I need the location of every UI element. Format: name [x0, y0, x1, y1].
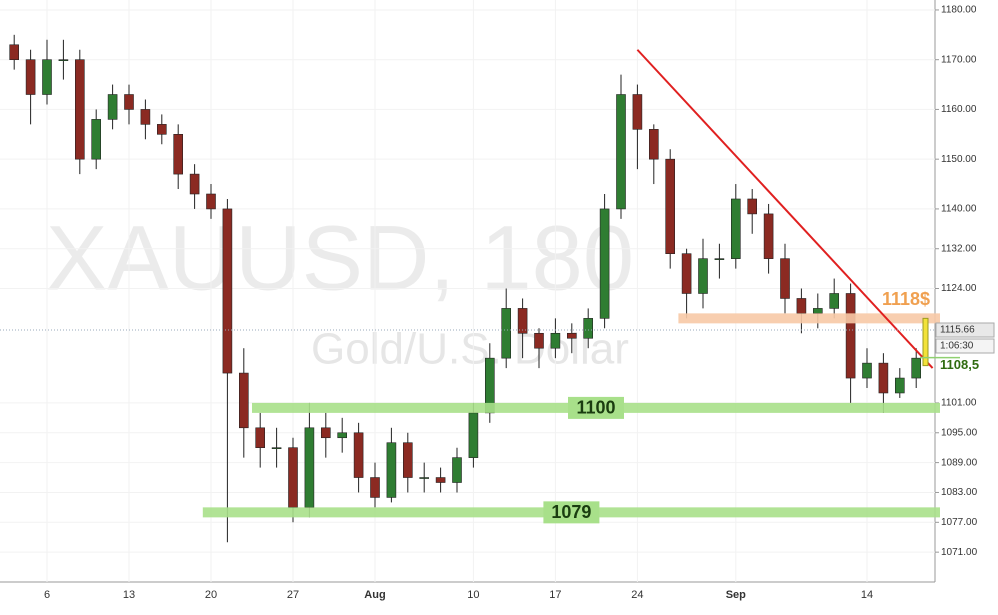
x-tick-label: 13 [123, 589, 135, 601]
candle-body [829, 293, 840, 309]
y-tick-label: 1170.00 [941, 54, 977, 65]
candle-body [878, 362, 889, 394]
y-tick-label: 1124.00 [941, 283, 977, 294]
zone-label-bg [568, 396, 624, 419]
countdown-label: 1:06:30 [940, 341, 974, 352]
candle-body [271, 447, 282, 449]
candle-body [386, 442, 397, 498]
watermark: XAUUSD, 180 [46, 207, 634, 309]
candle-body [9, 44, 19, 60]
y-tick-label: 1132.00 [941, 243, 977, 254]
candle-body [812, 308, 823, 314]
candle-body [91, 119, 101, 160]
candle-body [189, 173, 200, 195]
x-tick-label: 20 [205, 589, 217, 601]
candle-body [304, 427, 315, 508]
y-tick-label: 1095.00 [941, 427, 978, 438]
candle-body [468, 412, 479, 458]
candle-body [255, 427, 265, 448]
candle-body [599, 208, 610, 319]
candle-body [648, 129, 659, 160]
candle-body [435, 477, 446, 483]
candle-body [501, 308, 512, 359]
candle-body [730, 198, 741, 259]
candle-body [140, 109, 151, 125]
candle-body [632, 94, 643, 130]
countdown-bg [935, 338, 995, 354]
y-tick-label: 1180.00 [941, 5, 977, 16]
candle-body [845, 293, 856, 379]
candle-body [534, 332, 544, 349]
candle-body [419, 477, 430, 479]
zone-label: 1100 [576, 398, 615, 418]
candle-body [402, 442, 413, 478]
y-tick-label: 1071.00 [941, 547, 978, 558]
last-price-bg [935, 322, 995, 338]
candle-body [911, 357, 922, 379]
x-tick-label: Sep [726, 589, 746, 601]
zone-label: 1079 [551, 502, 591, 522]
zone [678, 313, 940, 324]
x-tick-label: 14 [861, 589, 873, 601]
candle-body [698, 258, 708, 294]
trendline [636, 49, 934, 369]
candle-body [288, 447, 298, 508]
last-price-label: 1115.66 [940, 325, 975, 336]
candle-body [353, 432, 364, 478]
candle-body [550, 332, 561, 349]
candle-body [370, 477, 380, 498]
candle-body [681, 253, 692, 294]
y-tick-label: 1083.00 [941, 487, 978, 498]
candle-body [173, 134, 183, 175]
zone-label: 1118$ [882, 289, 930, 309]
y-tick-label: 1101.00 [941, 398, 977, 409]
candle-body [566, 332, 577, 339]
x-tick-label: Aug [364, 589, 385, 601]
candle-body [75, 59, 85, 160]
candle-body [337, 432, 348, 439]
x-tick-label: 6 [44, 589, 50, 601]
y-tick-label: 1160.00 [941, 104, 977, 115]
candle-body [124, 94, 134, 110]
candle-body [157, 124, 167, 135]
candle-body [862, 362, 872, 379]
candle-body [222, 208, 233, 374]
x-tick-label: 10 [467, 589, 479, 601]
candle-body [763, 213, 774, 259]
candle-body [583, 318, 594, 339]
candle-body [107, 94, 118, 120]
candle-body [714, 258, 725, 260]
x-tick-label: 24 [631, 589, 643, 601]
x-tick-label: 27 [287, 589, 299, 601]
candle-body [58, 59, 69, 61]
x-tick-label: 17 [549, 589, 561, 601]
y-tick-label: 1150.00 [941, 154, 977, 165]
candle-body [517, 308, 528, 334]
candle-body [747, 198, 758, 215]
candle-body [452, 457, 462, 483]
candle-body [796, 298, 807, 314]
candle-body [239, 372, 249, 429]
candle-body [616, 94, 626, 210]
marker-bar [922, 317, 929, 367]
marker-label: 1108,5 [940, 357, 979, 372]
zone-label-bg [543, 501, 600, 524]
watermark-subtitle: Gold/U.S. Dollar [311, 325, 629, 374]
candle-body [780, 258, 790, 299]
candle-body [665, 158, 676, 254]
candle-body [42, 59, 52, 95]
candle-body [894, 377, 905, 394]
candle-body [206, 193, 216, 210]
candle-body [25, 59, 36, 95]
candle-body [320, 427, 331, 439]
y-tick-label: 1077.00 [941, 517, 978, 528]
y-tick-label: 1089.00 [941, 457, 978, 468]
y-tick-label: 1140.00 [941, 204, 977, 215]
